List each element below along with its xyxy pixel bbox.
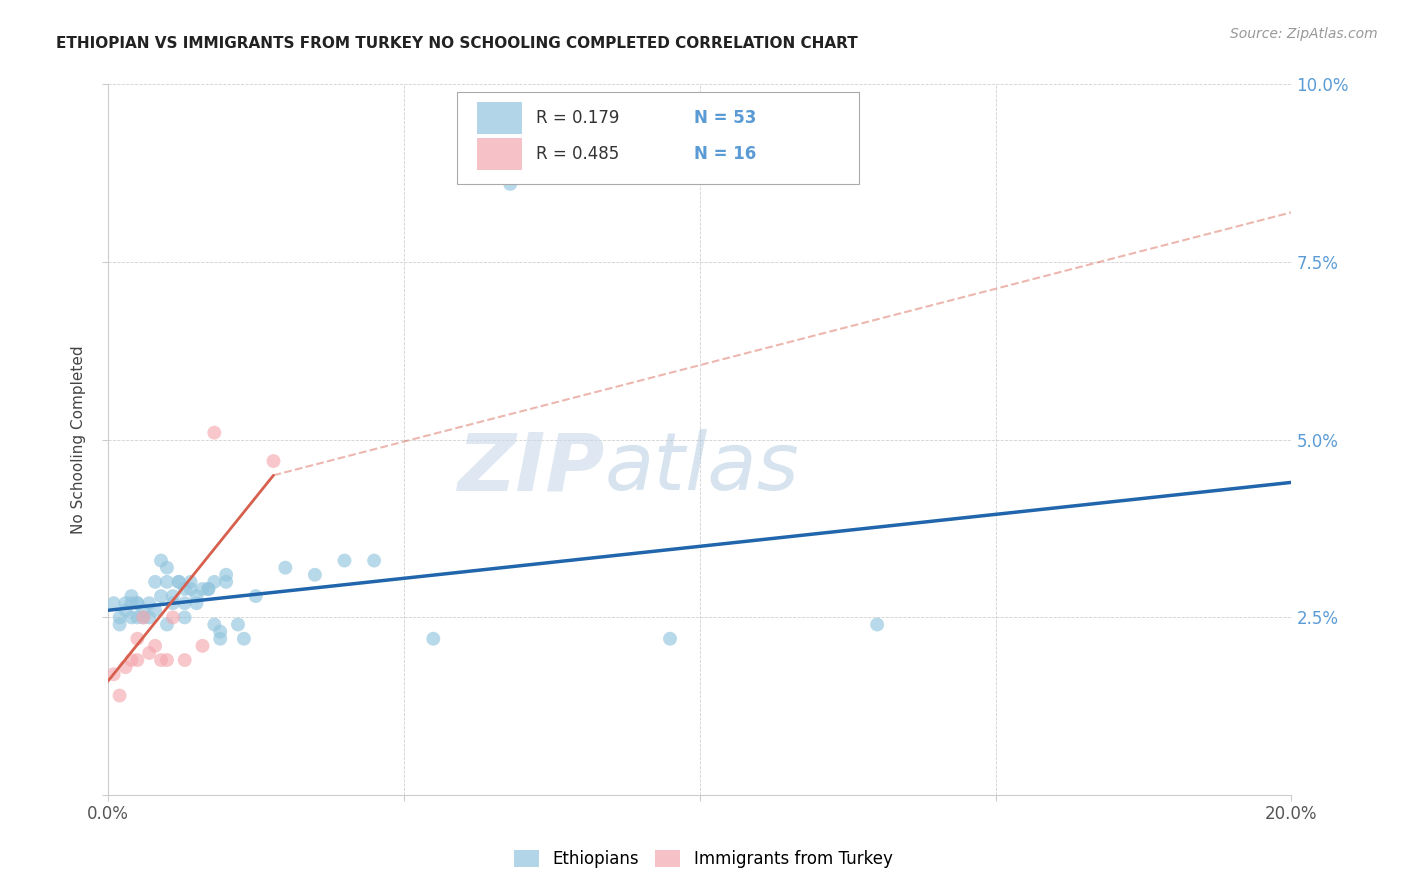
Point bbox=[226, 617, 249, 632]
Point bbox=[167, 574, 190, 589]
Point bbox=[138, 646, 160, 660]
Point bbox=[103, 596, 125, 610]
Point bbox=[245, 589, 267, 603]
Point bbox=[143, 603, 166, 617]
Point bbox=[186, 589, 208, 603]
Legend: Ethiopians, Immigrants from Turkey: Ethiopians, Immigrants from Turkey bbox=[508, 843, 898, 875]
Point bbox=[263, 454, 285, 468]
Point bbox=[304, 567, 326, 582]
Point bbox=[127, 596, 149, 610]
Point bbox=[333, 553, 356, 567]
Point bbox=[202, 617, 225, 632]
Point bbox=[209, 632, 232, 646]
Point bbox=[173, 610, 195, 624]
Point bbox=[132, 610, 155, 624]
Point bbox=[191, 639, 214, 653]
Text: R = 0.179: R = 0.179 bbox=[536, 109, 620, 128]
Point bbox=[866, 617, 889, 632]
Point bbox=[103, 667, 125, 681]
Point bbox=[120, 653, 142, 667]
Text: atlas: atlas bbox=[605, 429, 800, 508]
Point bbox=[186, 596, 208, 610]
Text: Source: ZipAtlas.com: Source: ZipAtlas.com bbox=[1230, 27, 1378, 41]
Point bbox=[108, 689, 131, 703]
Point bbox=[167, 574, 190, 589]
Point bbox=[127, 632, 149, 646]
Text: ETHIOPIAN VS IMMIGRANTS FROM TURKEY NO SCHOOLING COMPLETED CORRELATION CHART: ETHIOPIAN VS IMMIGRANTS FROM TURKEY NO S… bbox=[56, 36, 858, 51]
Point bbox=[150, 553, 173, 567]
Point bbox=[274, 560, 297, 574]
Point bbox=[120, 596, 142, 610]
Point bbox=[162, 589, 184, 603]
Point bbox=[162, 596, 184, 610]
Point bbox=[108, 617, 131, 632]
Point bbox=[422, 632, 444, 646]
Bar bbox=[477, 103, 522, 134]
Text: N = 16: N = 16 bbox=[693, 145, 756, 162]
Point bbox=[143, 639, 166, 653]
Point bbox=[215, 567, 238, 582]
Point bbox=[132, 603, 155, 617]
Point bbox=[659, 632, 682, 646]
Text: R = 0.485: R = 0.485 bbox=[536, 145, 620, 162]
Point bbox=[114, 660, 136, 674]
Point bbox=[180, 582, 202, 596]
Y-axis label: No Schooling Completed: No Schooling Completed bbox=[72, 345, 86, 534]
Text: ZIP: ZIP bbox=[457, 429, 605, 508]
Point bbox=[162, 610, 184, 624]
Point bbox=[215, 574, 238, 589]
Point bbox=[156, 560, 179, 574]
Point bbox=[120, 610, 142, 624]
Point bbox=[363, 553, 385, 567]
Point bbox=[156, 617, 179, 632]
Point bbox=[114, 603, 136, 617]
Point bbox=[127, 653, 149, 667]
FancyBboxPatch shape bbox=[457, 92, 859, 184]
Point bbox=[114, 596, 136, 610]
Point bbox=[138, 596, 160, 610]
Point bbox=[127, 596, 149, 610]
Point bbox=[156, 653, 179, 667]
Point bbox=[197, 582, 219, 596]
Point bbox=[191, 582, 214, 596]
Point bbox=[108, 610, 131, 624]
Point bbox=[202, 574, 225, 589]
Point bbox=[209, 624, 232, 639]
Text: N = 53: N = 53 bbox=[693, 109, 756, 128]
Point bbox=[173, 582, 195, 596]
Point bbox=[180, 574, 202, 589]
Point bbox=[156, 574, 179, 589]
Bar bbox=[477, 137, 522, 169]
Point bbox=[173, 653, 195, 667]
Point bbox=[143, 574, 166, 589]
Point bbox=[197, 582, 219, 596]
Point bbox=[499, 177, 522, 191]
Point bbox=[132, 610, 155, 624]
Point bbox=[150, 589, 173, 603]
Point bbox=[232, 632, 254, 646]
Point bbox=[173, 596, 195, 610]
Point bbox=[202, 425, 225, 440]
Point bbox=[127, 610, 149, 624]
Point bbox=[138, 610, 160, 624]
Point bbox=[120, 589, 142, 603]
Point bbox=[150, 653, 173, 667]
